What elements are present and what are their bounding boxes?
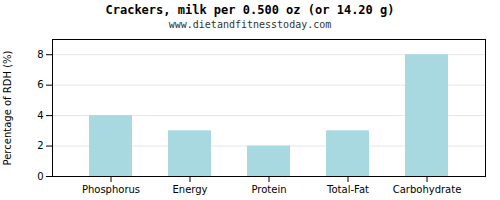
svg-text:4: 4 — [37, 110, 43, 121]
html-text:www.dietandfitnesstoday.com: www.dietandfitnesstoday.com — [168, 19, 332, 30]
svg-text:Total-Fat: Total-Fat — [326, 184, 369, 195]
html-text:Crackers, milk per 0.500 oz (o: Crackers, milk per 0.500 oz (or 14.20 g) — [105, 3, 395, 17]
svg-text:Protein: Protein — [251, 184, 286, 195]
svg-text:2: 2 — [37, 140, 43, 151]
svg-text:Energy: Energy — [172, 184, 207, 195]
svg-text:0: 0 — [37, 171, 43, 182]
svg-text:8: 8 — [37, 49, 43, 60]
svg-text:Percentage of RDH (%): Percentage of RDH (%) — [2, 50, 13, 165]
svg-text:Carbohydrate: Carbohydrate — [393, 184, 462, 195]
svg-text:6: 6 — [37, 79, 43, 90]
svg-text:Phosphorus: Phosphorus — [82, 184, 140, 195]
